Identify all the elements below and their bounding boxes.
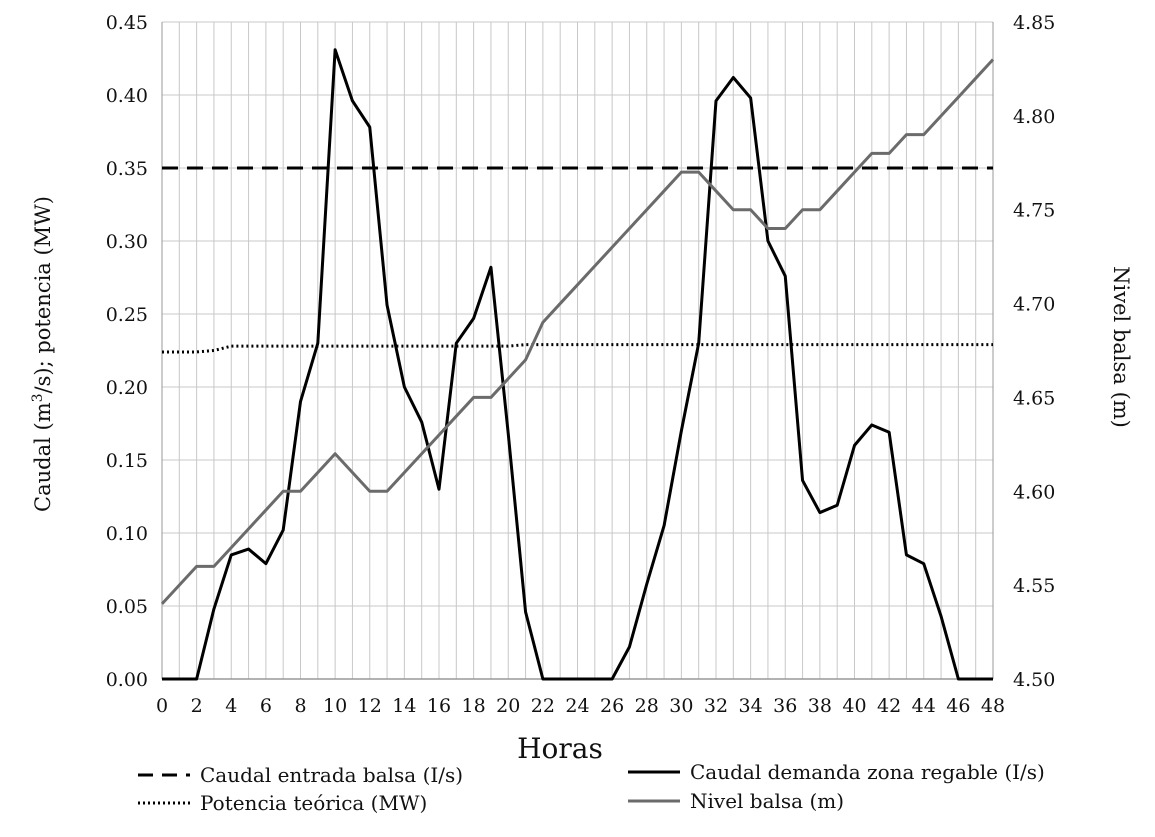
series-line-caudal-demanda-zona-regable-i-s <box>162 48 993 681</box>
y-left-tick-label: 0.30 <box>106 231 148 253</box>
y-left-tick-label: 0.05 <box>106 596 148 618</box>
x-tick-label: 44 <box>912 695 936 717</box>
x-tick-label: 6 <box>260 695 272 717</box>
y-left-tick-label: 0.25 <box>106 304 148 326</box>
y-left-tick-label: 0.20 <box>106 377 148 399</box>
y-right-tick-label: 4.55 <box>1013 575 1055 597</box>
x-tick-label: 26 <box>600 695 624 717</box>
y-right-tick-label: 4.70 <box>1013 294 1055 316</box>
y-left-tick-label: 0.10 <box>106 523 148 545</box>
series-line-potencia-te-rica-mw <box>162 343 993 354</box>
x-tick-label: 34 <box>739 695 763 717</box>
x-tick-label: 28 <box>635 695 659 717</box>
legend-item-caudal-entrada: Caudal entrada balsa (I/s) <box>138 763 463 787</box>
x-tick-label: 4 <box>225 695 237 717</box>
legend: Caudal entrada balsa (I/s) Caudal demand… <box>138 760 1045 815</box>
y-left-tick-label: 0.00 <box>106 669 148 691</box>
x-tick-label: 8 <box>294 695 306 717</box>
y-left-tick-label: 0.15 <box>106 450 148 472</box>
superscript-3: 3 <box>30 393 46 402</box>
x-tick-label: 38 <box>808 695 832 717</box>
x-tick-label: 14 <box>392 695 416 717</box>
x-tick-label: 20 <box>496 695 520 717</box>
x-tick-label: 30 <box>669 695 693 717</box>
y-left-tick-label: 0.35 <box>106 158 148 180</box>
x-tick-label: 18 <box>462 695 486 717</box>
x-tick-label: 2 <box>191 695 203 717</box>
y-right-tick-label: 4.50 <box>1013 669 1055 691</box>
x-tick-label: 48 <box>981 695 1005 717</box>
series-lines <box>160 48 995 681</box>
x-tick-label: 16 <box>427 695 451 717</box>
x-tick-label: 0 <box>156 695 168 717</box>
y-axis-left-title: Caudal (m3/s); potencia (MW) <box>30 196 55 512</box>
x-tick-label: 46 <box>946 695 970 717</box>
x-axis-title: Horas <box>517 732 603 765</box>
tick-labels: 0.00 0.05 0.10 0.15 0.20 0.25 0.30 0.35 0.40 0.45… <box>106 12 1056 717</box>
legend-item-caudal-demanda: Caudal demanda zona regable (I/s) <box>628 760 1045 784</box>
x-tick-label: 12 <box>358 695 382 717</box>
y-right-tick-label: 4.85 <box>1013 12 1055 34</box>
legend-label: Caudal entrada balsa (I/s) <box>200 763 463 787</box>
legend-label: Potencia teórica (MW) <box>200 791 427 815</box>
y-right-tick-label: 4.75 <box>1013 200 1055 222</box>
legend-item-potencia: Potencia teórica (MW) <box>138 791 427 815</box>
y-right-tick-label: 4.65 <box>1013 387 1055 409</box>
legend-label: Nivel balsa (m) <box>690 789 844 813</box>
x-tick-label: 22 <box>531 695 555 717</box>
y-right-tick-label: 4.80 <box>1013 106 1055 128</box>
x-tick-label: 32 <box>704 695 728 717</box>
x-tick-label: 24 <box>565 695 589 717</box>
y-right-tick-label: 4.60 <box>1013 481 1055 503</box>
x-tick-label: 40 <box>842 695 866 717</box>
series-line-nivel-balsa-m <box>160 58 995 605</box>
x-tick-label: 10 <box>323 695 347 717</box>
grid <box>161 21 994 680</box>
legend-item-nivel-balsa: Nivel balsa (m) <box>628 789 844 813</box>
y-axis-right-title: Nivel balsa (m) <box>1109 266 1133 428</box>
y-left-tick-label: 0.40 <box>106 85 148 107</box>
legend-label: Caudal demanda zona regable (I/s) <box>690 760 1045 784</box>
x-tick-label: 36 <box>773 695 797 717</box>
x-tick-label: 42 <box>877 695 901 717</box>
y-left-tick-label: 0.45 <box>106 12 148 34</box>
